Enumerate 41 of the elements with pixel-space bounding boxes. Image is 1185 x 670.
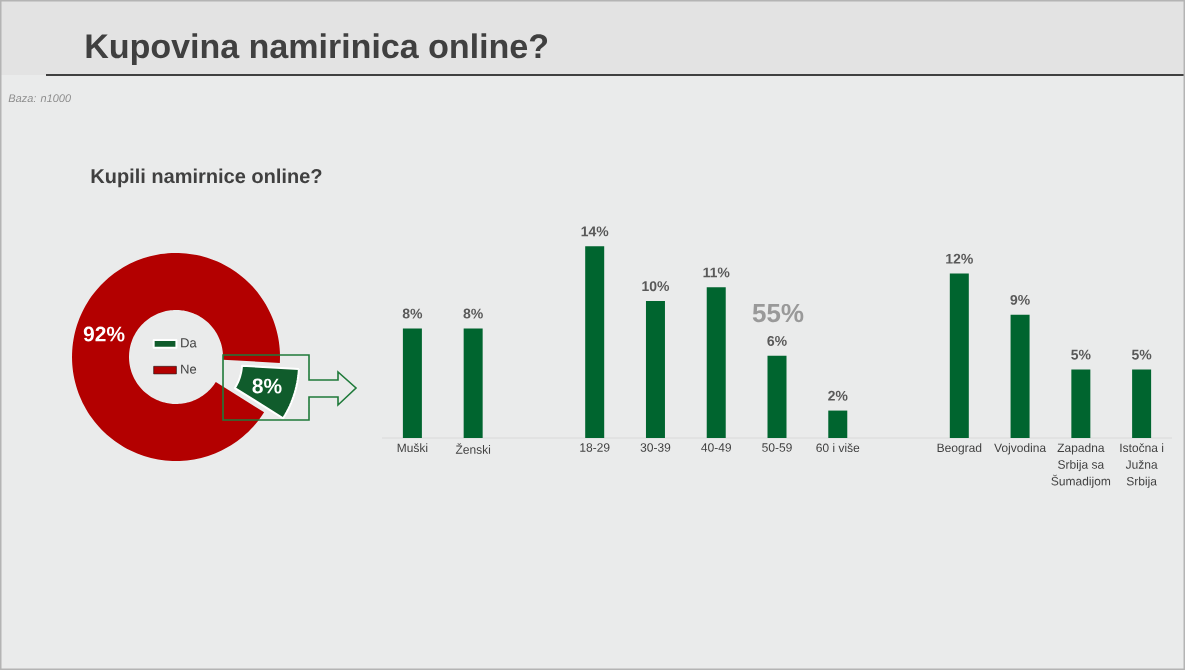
data-label: 6% (767, 336, 787, 346)
x-tick-label: Istočna i Južna Srbija (1120, 443, 1164, 488)
annotation: 55% (752, 303, 804, 323)
x-tick-label: 60 i više (816, 443, 860, 453)
chart-subtitle: Kupili namirnice online? (91, 168, 322, 188)
x-tick-label: Ženski (455, 443, 491, 454)
data-label: 5% (1131, 349, 1152, 360)
data-label: 12% (946, 253, 973, 264)
legend-label: Ne (181, 364, 197, 374)
x-tick-label: 40-49 (701, 443, 732, 452)
bar (706, 287, 726, 438)
bar (463, 328, 483, 438)
x-tick-label: 18-29 (580, 443, 610, 452)
chart-title: Kupovina namirinica online? (86, 33, 548, 66)
text: Baza: n1000 (8, 94, 71, 103)
data-label: 10% (642, 281, 670, 292)
bar (949, 273, 969, 438)
data-label: 2% (828, 390, 848, 401)
data-label: 8% (252, 378, 282, 394)
data-label: 92% (83, 326, 125, 342)
bar (585, 246, 605, 438)
data-label: 9% (1010, 294, 1030, 305)
legend-label: Da (181, 338, 197, 348)
x-tick-label: Beograd (937, 443, 982, 455)
bar (1071, 369, 1091, 438)
bar (767, 355, 787, 438)
data-label: 5% (1071, 349, 1091, 360)
bar (1132, 369, 1152, 438)
x-tick-label: Muški (397, 443, 428, 453)
bar (1010, 314, 1030, 438)
data-label: 14% (581, 226, 609, 237)
x-tick-label: 50-59 (762, 443, 792, 452)
bar (645, 300, 665, 438)
x-tick-label: Vojvodina (994, 443, 1047, 455)
data-label: 8% (402, 308, 423, 319)
data-label: 8% (463, 308, 483, 319)
x-tick-label: Zapadna Srbija sa Šumadijom (1051, 443, 1111, 488)
data-label: 11% (703, 267, 730, 278)
bar (828, 410, 848, 438)
bar (402, 328, 422, 438)
x-tick-label: 30-39 (640, 443, 671, 452)
